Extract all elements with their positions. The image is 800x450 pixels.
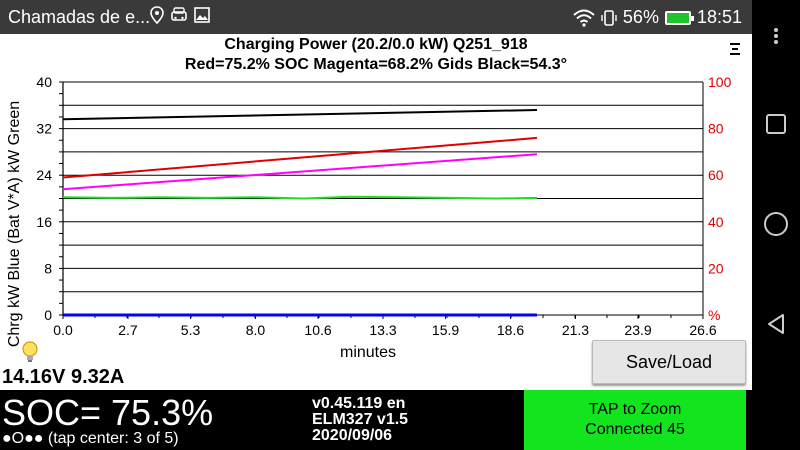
triangle-back-icon xyxy=(768,314,784,334)
y-tick-label-right: 20 xyxy=(708,260,724,276)
y-tick-label-left: 0 xyxy=(44,307,52,323)
y-tick-label-left: 24 xyxy=(36,167,52,183)
x-tick-label: 2.7 xyxy=(118,322,138,338)
chart-title: Charging Power (20.2/0.0 kW) Q251_918 xyxy=(224,36,528,53)
recents-button[interactable] xyxy=(752,100,800,148)
x-tick-label: 13.3 xyxy=(369,322,396,338)
wifi-icon xyxy=(573,9,595,27)
x-tick-label: 26.6 xyxy=(689,322,716,338)
version-info: v0.45.119 en ELM327 v1.5 2020/09/06 xyxy=(312,396,408,444)
y-tick-label-right: 60 xyxy=(708,167,724,183)
chart-subtitle: Red=75.2% SOC Magenta=68.2% Gids Black=5… xyxy=(184,56,568,73)
x-tick-label: 5.3 xyxy=(181,322,201,338)
y-tick-label-right: % xyxy=(708,307,720,323)
y-tick-label-right: 40 xyxy=(708,214,724,230)
x-tick-label: 8.0 xyxy=(246,322,266,338)
clock: 18:51 xyxy=(696,7,742,27)
home-button[interactable] xyxy=(752,200,800,248)
lightbulb-icon[interactable] xyxy=(20,340,40,364)
soc-readout[interactable]: SOC= 75.3% xyxy=(2,392,214,433)
x-tick-label: 23.9 xyxy=(624,322,651,338)
chart-screen[interactable]: Charging Power (20.2/0.0 kW) Q251_918 Re… xyxy=(0,34,752,390)
image-icon xyxy=(194,7,210,23)
connection-status: Connected 45 xyxy=(585,421,685,438)
x-tick-label: 15.9 xyxy=(432,322,459,338)
back-button[interactable] xyxy=(752,300,800,348)
x-axis-label: minutes xyxy=(340,344,397,361)
series-line-3 xyxy=(62,195,538,200)
x-tick-label: 21.3 xyxy=(562,322,589,338)
series-line-0 xyxy=(62,109,538,121)
notification-title: Chamadas de e... xyxy=(8,7,151,27)
y-tick-label-left: 8 xyxy=(44,260,52,276)
version-line: v0.45.119 en xyxy=(312,395,406,412)
series-line-1 xyxy=(62,136,538,179)
tap-to-zoom-button[interactable]: TAP to Zoom Connected 45 xyxy=(524,390,746,450)
y-tick-label-right: 100 xyxy=(708,74,732,90)
y-tick-label-right: 80 xyxy=(708,121,724,137)
overflow-menu-icon[interactable] xyxy=(730,40,740,58)
bottom-panel: SOC= 75.3% ●O●● (tap center: 3 of 5) v0.… xyxy=(0,390,752,450)
y-tick-label-left: 40 xyxy=(36,74,52,90)
circle-icon xyxy=(764,212,788,236)
square-icon xyxy=(766,114,786,134)
y-tick-label-left: 32 xyxy=(36,121,52,137)
more-options-icon[interactable] xyxy=(772,26,780,46)
vibrate-icon xyxy=(601,9,617,26)
y-axis-label: Chrg kW Blue (Bat V*A) kW Green xyxy=(6,100,23,348)
car-icon xyxy=(171,7,187,21)
voltage-current-readout: 14.16V 9.32A xyxy=(2,366,125,388)
y-axis-label-container: Chrg kW Blue (Bat V*A) kW Green xyxy=(4,74,26,374)
navigation-bar xyxy=(752,0,800,450)
zoom-label: TAP to Zoom xyxy=(588,401,682,418)
status-bar: Chamadas de e... 56% 18:51 xyxy=(0,0,752,34)
charging-chart[interactable]: 0 8 16 24 32 40% 20 40 60 80 100 0.0 2.7 5.3 8.0 10.6 13… xyxy=(0,34,752,390)
date-line: 2020/09/06 xyxy=(312,427,393,444)
x-tick-label: 18.6 xyxy=(497,322,524,338)
battery-charging-icon xyxy=(664,10,694,25)
tap-center-info: ●O●● (tap center: 3 of 5) xyxy=(2,430,179,447)
adapter-line: ELM327 v1.5 xyxy=(312,411,409,428)
battery-percent: 56% xyxy=(622,7,659,27)
x-tick-label: 10.6 xyxy=(304,322,331,338)
location-icon xyxy=(150,6,164,24)
x-tick-label: 0.0 xyxy=(53,322,73,338)
series-line-2 xyxy=(62,153,538,191)
y-tick-label-left: 16 xyxy=(36,214,52,230)
save-load-button[interactable]: Save/Load xyxy=(592,340,746,384)
